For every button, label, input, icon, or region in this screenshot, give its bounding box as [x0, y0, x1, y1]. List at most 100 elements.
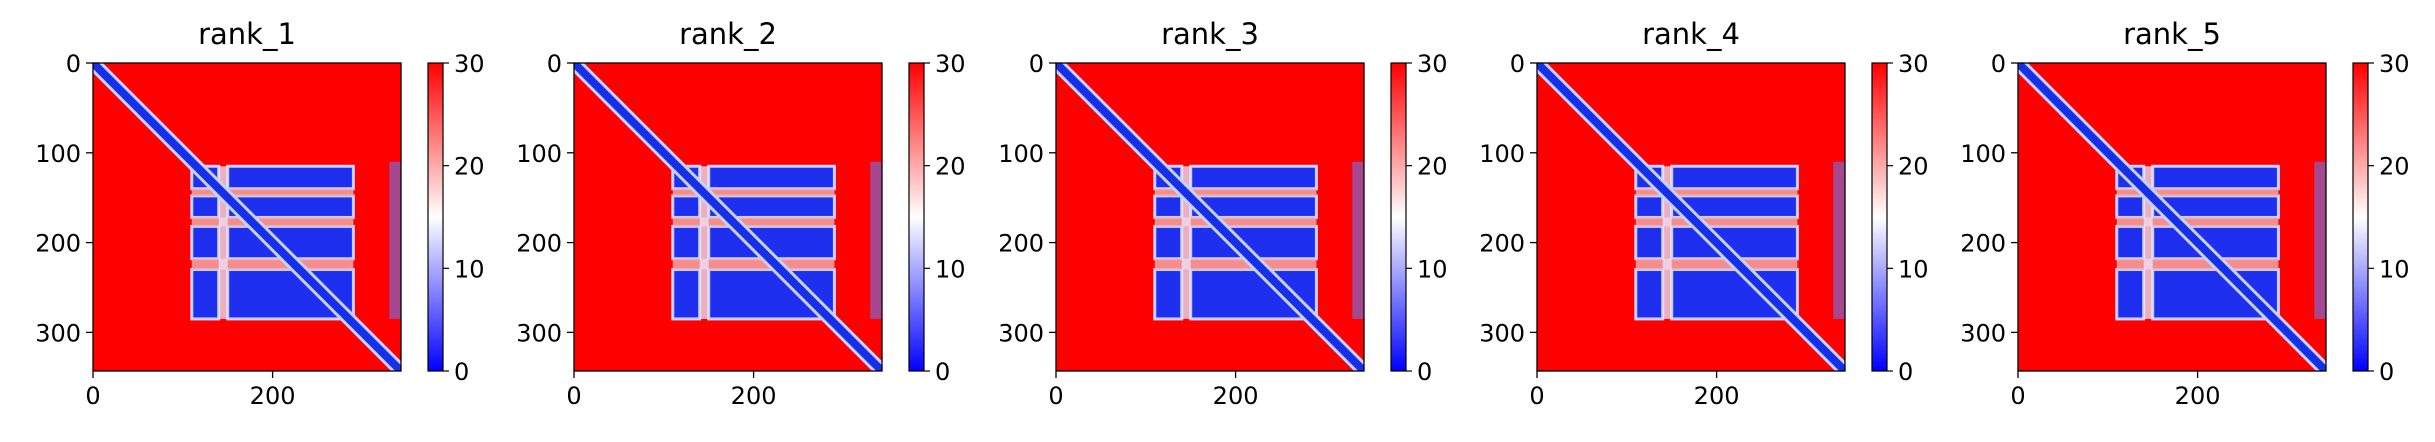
x-tick-label: 200 — [1213, 382, 1259, 410]
x-tick-label: 200 — [2175, 382, 2221, 410]
colorbar — [1871, 62, 1888, 372]
heatmap-block — [1153, 194, 1184, 219]
heatmap-diagonal — [1056, 63, 1364, 371]
y-tick-label: 100 — [35, 140, 81, 168]
y-tick-label: 100 — [1479, 140, 1525, 168]
heatmap-stripe — [1154, 258, 1317, 270]
y-tick-label: 200 — [35, 230, 81, 258]
heatmap-diagonal — [2018, 63, 2326, 371]
heatmap-edge-band — [1352, 161, 1364, 319]
heatmap-panel-4: rank_4 0 100 200 300 0 200 0 10 20 30 — [1479, 17, 1928, 410]
heatmap-block — [226, 164, 355, 191]
y-tick-label: 0 — [1029, 50, 1044, 78]
heatmap-plot-area — [1056, 63, 1364, 371]
y-tick-label: 0 — [547, 50, 562, 78]
heatmap-stripe — [699, 166, 709, 319]
colorbar-tick-label: 20 — [2379, 153, 2410, 181]
y-tick-label: 200 — [516, 230, 562, 258]
colorbar-tick-label: 20 — [454, 153, 485, 181]
heatmap-panel-1: rank_1 0 100 200 300 0 200 0 10 20 30 — [35, 17, 484, 410]
heatmap-stripe — [191, 217, 354, 227]
colorbar-tick-label: 30 — [935, 50, 966, 78]
colorbar-tick-label: 20 — [935, 153, 966, 181]
y-tick-label: 100 — [998, 140, 1044, 168]
heatmap-edge-band — [1833, 161, 1845, 319]
heatmap-stripe — [2116, 258, 2279, 270]
colorbar-tick-label: 0 — [1898, 358, 1913, 386]
colorbar — [908, 62, 925, 372]
axes-frame — [92, 62, 402, 372]
heatmap-block — [190, 224, 221, 261]
heatmap-stripe — [672, 258, 835, 270]
heatmap-stripe — [1635, 217, 1798, 227]
heatmap-stripe — [1635, 188, 1798, 196]
colorbar-tick-label: 0 — [1417, 358, 1432, 386]
colorbar-tick-label: 30 — [1898, 50, 1929, 78]
colorbar-tick-label: 20 — [1417, 153, 1448, 181]
colorbar-tick-label: 20 — [1898, 153, 1929, 181]
heatmap-block — [190, 194, 221, 219]
y-tick-label: 0 — [1510, 50, 1525, 78]
heatmap-block — [2115, 224, 2146, 261]
heatmap-block — [707, 164, 836, 191]
heatmap-stripe — [218, 166, 228, 319]
heatmap-stripe — [672, 217, 835, 227]
heatmap-plot-area — [2018, 63, 2326, 371]
heatmap-edge-band — [2314, 161, 2326, 319]
heatmap-plot-area — [93, 63, 401, 371]
heatmap-block — [190, 268, 221, 321]
colorbar-tick-label: 10 — [2379, 255, 2410, 283]
x-tick-label: 0 — [2010, 382, 2025, 410]
heatmap-block — [1189, 164, 1318, 191]
y-tick-label: 0 — [66, 50, 81, 78]
colorbar-tick-label: 30 — [2379, 50, 2410, 78]
heatmap-stripe — [672, 188, 835, 196]
heatmap-diagonal — [1537, 63, 1845, 371]
heatmap-stripe — [1635, 258, 1798, 270]
y-tick-label: 100 — [1960, 140, 2006, 168]
y-tick-label: 0 — [1991, 50, 2006, 78]
colorbar-tick-label: 10 — [454, 255, 485, 283]
axes-frame — [1536, 62, 1846, 372]
heatmap-block — [2115, 194, 2146, 219]
heatmap-diagonal — [574, 63, 882, 371]
y-tick-label: 300 — [1960, 319, 2006, 347]
y-tick-label: 300 — [35, 319, 81, 347]
heatmap-plot-area — [574, 63, 882, 371]
axes-frame — [2017, 62, 2327, 372]
y-tick-label: 300 — [516, 319, 562, 347]
y-tick-label: 100 — [516, 140, 562, 168]
heatmap-stripe — [2143, 166, 2153, 319]
panel-title: rank_2 — [679, 17, 777, 51]
heatmap-stripe — [2116, 188, 2279, 196]
colorbar-tick-label: 30 — [454, 50, 485, 78]
heatmap-panel-5: rank_5 0 100 200 300 0 200 0 10 20 30 — [1960, 17, 2409, 410]
heatmap-edge-band — [389, 161, 401, 319]
axes-frame — [573, 62, 883, 372]
colorbar-tick-label: 10 — [935, 255, 966, 283]
panel-title: rank_3 — [1161, 17, 1259, 51]
heatmap-stripe — [1154, 217, 1317, 227]
x-tick-label: 200 — [731, 382, 777, 410]
heatmap-block — [2115, 268, 2146, 321]
x-tick-label: 0 — [566, 382, 581, 410]
heatmap-stripe — [2116, 217, 2279, 227]
heatmap-plot-area — [1537, 63, 1845, 371]
heatmap-block — [1153, 268, 1184, 321]
x-tick-label: 0 — [85, 382, 100, 410]
heatmap-panel-3: rank_3 0 100 200 300 0 200 0 10 20 30 — [998, 17, 1447, 410]
y-tick-label: 300 — [998, 319, 1044, 347]
panel-title: rank_5 — [2123, 17, 2221, 51]
x-tick-label: 0 — [1048, 382, 1063, 410]
heatmap-panel-2: rank_2 0 100 200 300 0 200 0 10 20 30 — [516, 17, 965, 410]
panel-title: rank_1 — [198, 17, 296, 51]
heatmap-stripe — [1154, 188, 1317, 196]
heatmap-stripe — [1662, 166, 1672, 319]
heatmap-block — [1634, 194, 1665, 219]
heatmap-edge-band — [870, 161, 882, 319]
colorbar-tick-label: 10 — [1417, 255, 1448, 283]
heatmap-block — [2151, 164, 2280, 191]
heatmap-block — [1634, 268, 1665, 321]
colorbar-tick-label: 0 — [2379, 358, 2394, 386]
